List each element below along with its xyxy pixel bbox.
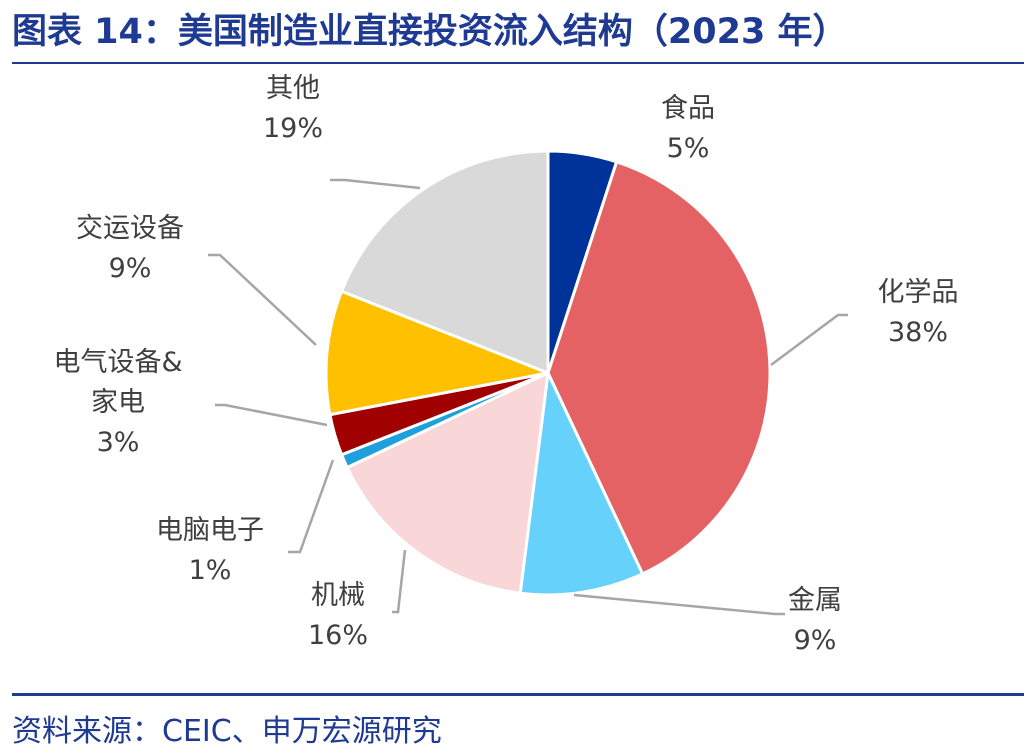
slice-label-name: 其他 [266,73,320,104]
slice-label-7: 交运设备 9% [76,213,184,284]
slice-label-name: 金属 [788,585,842,616]
leader-line-8 [330,178,421,190]
slice-label-5: 电脑电子 1% [156,515,264,586]
slice-label-4: 机械 16% [308,580,368,651]
slice-label-3: 金属 9% [788,585,842,656]
leader-line-6 [215,403,328,427]
leader-line-3 [573,593,785,616]
pie-slice-8 [340,149,550,375]
leader-line-5 [288,459,335,554]
leader-line-2 [770,313,848,367]
slice-label-percent: 19% [263,113,323,144]
chart-title: 图表 14：美国制造业直接投资流入结构（2023 年） [12,12,848,52]
slice-label-name: 交运设备 [76,213,184,244]
slice-label-percent: 38% [888,317,948,348]
footer-divider [12,693,1024,696]
slice-label-6: 电气设备&家电 3% [53,347,182,458]
leader-line-4 [392,549,407,614]
slice-label-percent: 5% [667,133,710,164]
title-divider [12,62,1024,64]
slice-label-name: 家电 [91,387,145,418]
leader-lines [208,178,848,616]
slice-label-name: 电脑电子 [156,515,264,546]
slice-label-name: 食品 [661,93,715,124]
slice-label-percent: 16% [308,620,368,651]
slice-label-name: 机械 [311,580,365,611]
slice-label-percent: 9% [109,253,152,284]
slice-label-1: 食品 5% [661,93,715,164]
slice-label-name: 电气设备& [53,347,182,378]
pie-chart: 食品 5% 化学品 38% 金属 9% 机械 16% 电脑电子 1% 电气设备&家电 3% 交运设备 9%… [53,73,958,656]
pie-slice-2 [546,160,772,576]
slice-label-2: 化学品 38% [878,277,959,348]
leader-line-7 [208,253,317,346]
slice-label-8: 其他 19% [263,73,323,144]
source-note: 资料来源：CEIC、申万宏源研究 [12,714,442,749]
pie-slices [324,149,772,597]
pie-slice-3 [518,371,645,597]
pie-slice-7 [324,289,550,417]
slice-label-percent: 9% [794,625,837,656]
slice-label-percent: 3% [97,427,140,458]
slice-label-name: 化学品 [878,277,959,308]
slice-labels: 食品 5% 化学品 38% 金属 9% 机械 16% 电脑电子 1% 电气设备&家电 3% 交运设备 9%… [53,73,958,656]
pie-slice-4 [345,371,550,595]
slice-label-percent: 1% [189,555,232,586]
